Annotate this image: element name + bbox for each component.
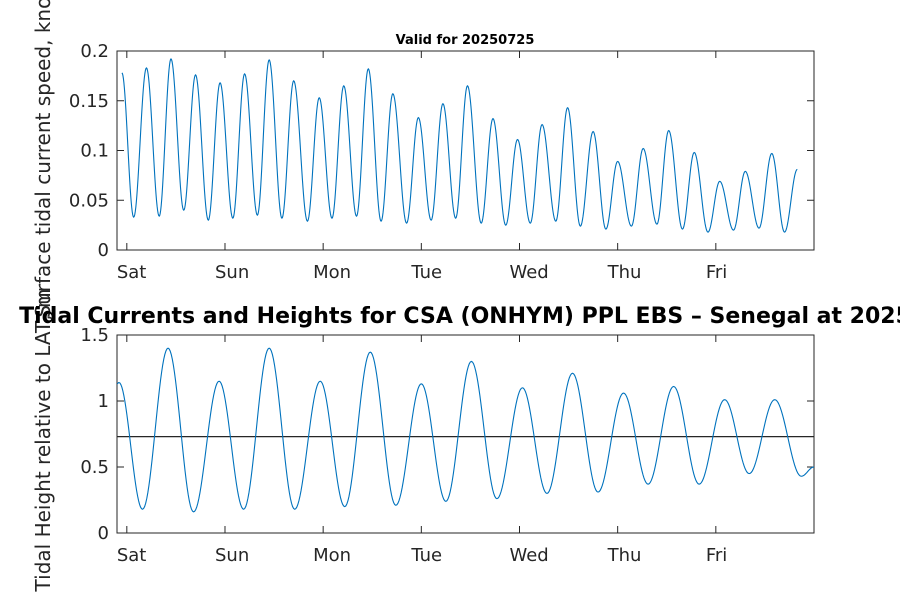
tidal-height-xtick-label: Fri	[706, 545, 727, 566]
tidal-height-plot-area	[116, 334, 815, 534]
tidal-height-xticks: Sat Sun Mon Tue Wed Thu Fri	[117, 335, 727, 566]
current-speed-ytick-label: 0.2	[80, 41, 109, 62]
current-speed-chart-title: Valid for 20250725	[396, 33, 535, 48]
figure-main-title: Tidal Currents and Heights for CSA (ONHY…	[19, 304, 900, 329]
tidal-height-ytick-label: 0.5	[80, 457, 109, 478]
current-speed-ytick-label: 0.1	[80, 141, 109, 162]
current-speed-ylabel: Surface tidal current speed, knots	[31, 0, 55, 318]
current-speed-xticks: Sat Sun Mon Tue Wed Thu Fri	[117, 51, 727, 283]
current-speed-xtick-label: Tue	[410, 262, 442, 283]
tidal-height-ytick-label: 1.5	[80, 325, 109, 346]
tidal-height-yticks: 0 0.5 1 1.5	[80, 325, 814, 544]
current-speed-xtick-label: Sun	[215, 262, 249, 283]
tidal-height-xtick-label: Thu	[607, 545, 642, 566]
tidal-height-xtick-label: Sat	[117, 545, 147, 566]
current-speed-ytick-label: 0	[98, 240, 109, 261]
current-speed-series-line	[121, 58, 798, 233]
tidal-height-axes: 0 0.5 1 1.5 Sat Sun Mon Tue Wed Thu Fri	[80, 325, 815, 566]
current-speed-xtick-label: Wed	[509, 262, 548, 283]
tidal-height-xtick-label: Wed	[509, 545, 548, 566]
tidal-height-ytick-label: 0	[98, 523, 109, 544]
current-speed-xtick-label: Mon	[313, 262, 351, 283]
current-speed-xtick-label: Sat	[117, 262, 147, 283]
tidal-height-ytick-label: 1	[98, 391, 109, 412]
current-speed-ytick-label: 0.15	[69, 91, 109, 112]
tidal-height-xtick-label: Sun	[215, 545, 249, 566]
current-speed-ytick-label: 0.05	[69, 190, 109, 211]
current-speed-xtick-label: Fri	[706, 262, 727, 283]
tidal-height-series-line	[116, 347, 815, 513]
tidal-height-xtick-label: Mon	[313, 545, 351, 566]
current-speed-xtick-label: Thu	[607, 262, 642, 283]
current-speed-plot-area	[116, 50, 815, 251]
tidal-height-ylabel: Tidal Height relative to LAT, m	[31, 289, 55, 593]
current-speed-axes: 0 0.05 0.1 0.15 0.2 Sat Sun Mon Tue Wed Thu Fri Va…	[69, 33, 815, 283]
current-speed-yticks: 0 0.05 0.1 0.15 0.2	[69, 41, 814, 261]
tidal-height-xtick-label: Tue	[410, 545, 442, 566]
